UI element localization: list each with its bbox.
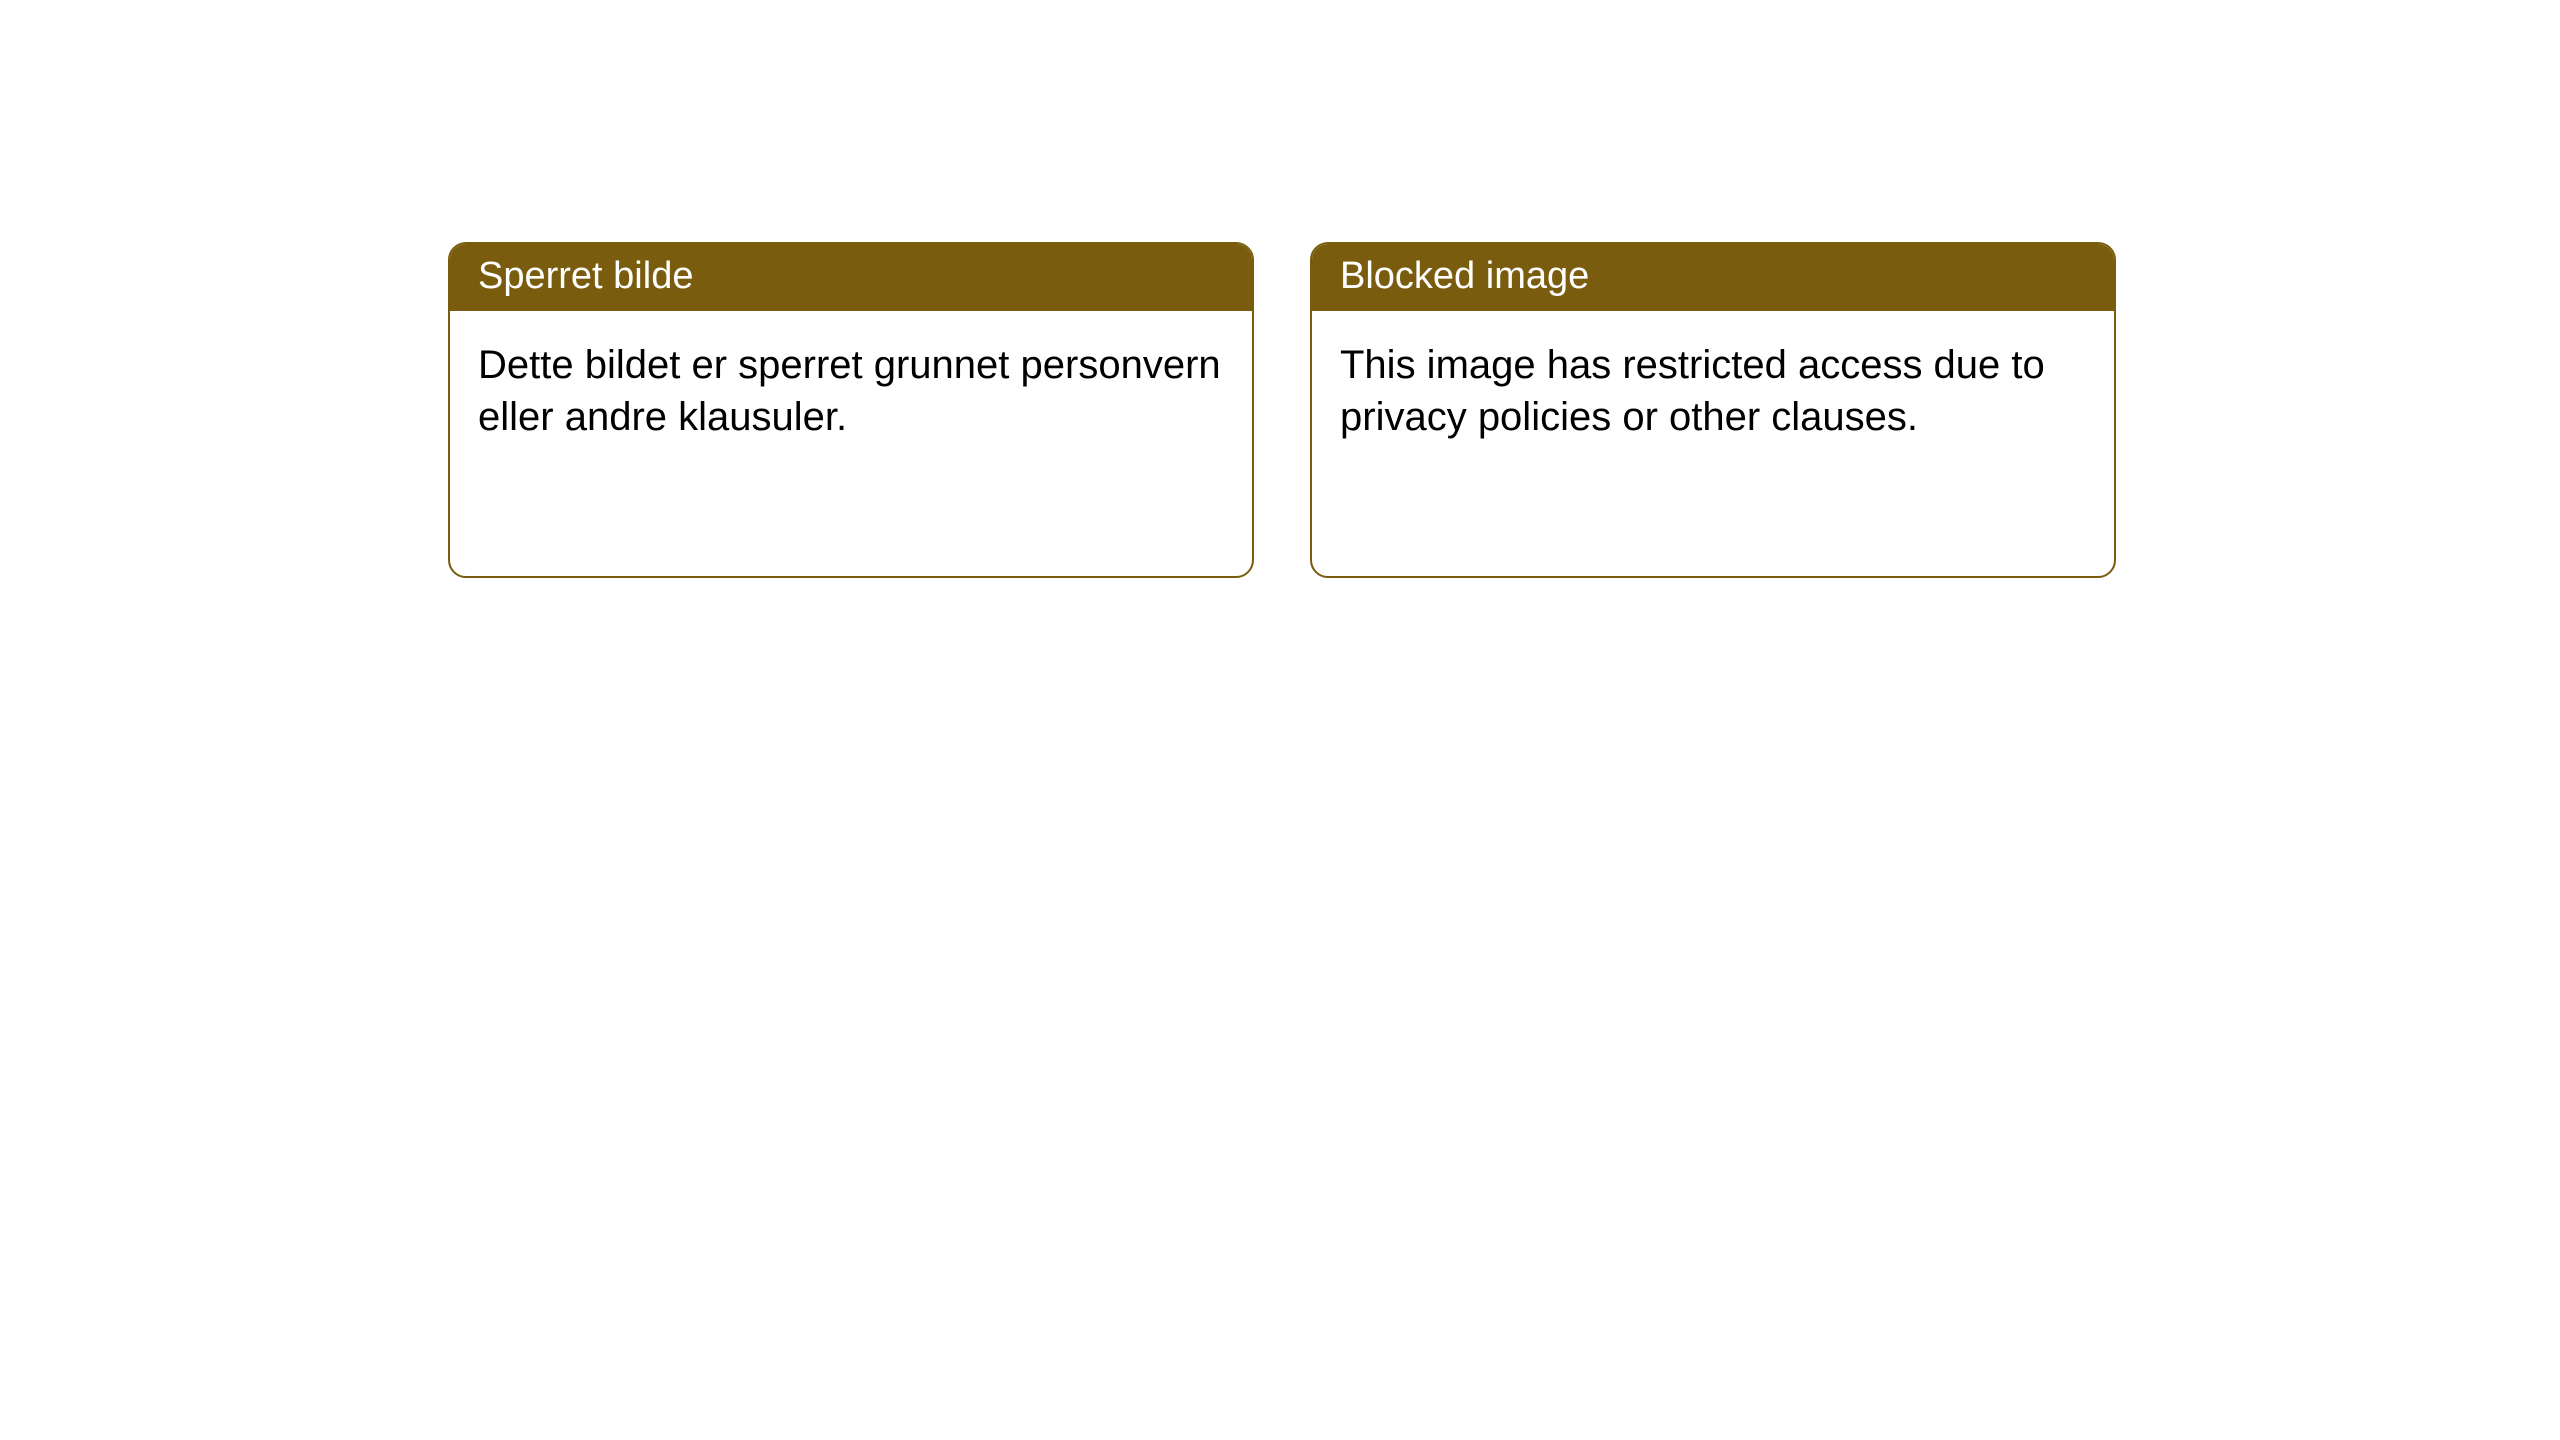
notice-card-english: Blocked image This image has restricted … [1310,242,2116,578]
notice-title-english: Blocked image [1312,244,2114,311]
notice-container: Sperret bilde Dette bildet er sperret gr… [0,0,2560,578]
notice-body-norwegian: Dette bildet er sperret grunnet personve… [450,311,1252,443]
notice-card-norwegian: Sperret bilde Dette bildet er sperret gr… [448,242,1254,578]
notice-body-english: This image has restricted access due to … [1312,311,2114,443]
notice-title-norwegian: Sperret bilde [450,244,1252,311]
